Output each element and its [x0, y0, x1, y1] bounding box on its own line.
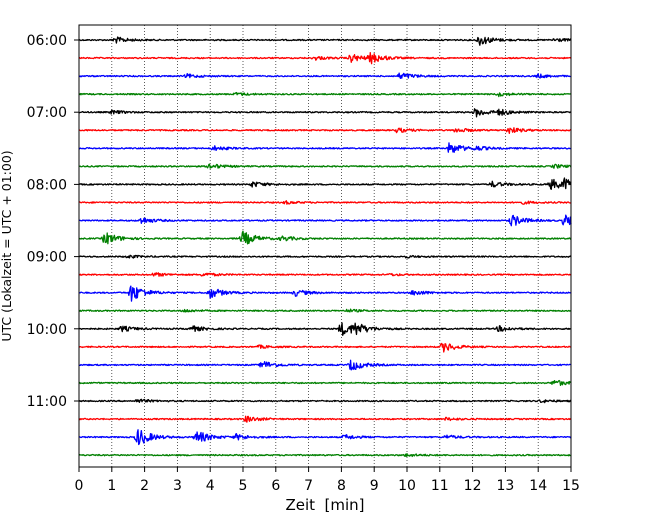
x-tick-label-7: 7	[304, 478, 313, 494]
trace-0645	[78, 91, 572, 98]
x-axis-label: Zeit [min]	[285, 496, 364, 514]
y-tick-label-1: 07:00	[27, 105, 67, 121]
trace-0730	[78, 142, 572, 153]
x-tick-label-11: 11	[431, 478, 449, 494]
x-tick-label-8: 8	[337, 478, 346, 494]
trace-1130	[78, 429, 572, 446]
x-tick-label-6: 6	[271, 478, 280, 494]
y-tick-label-3: 09:00	[27, 250, 67, 266]
trace-0800	[78, 177, 572, 190]
x-axis-ticks: 0 1 2 3 4 5 6 7 8 9 10 11 12 13 14 15	[75, 467, 580, 494]
trace-0600	[78, 36, 572, 46]
x-tick-label-10: 10	[398, 478, 416, 494]
trace-1045	[78, 379, 572, 387]
trace-1145	[78, 452, 572, 458]
trace-1015	[78, 342, 572, 353]
y-axis-label: UTC (Lokalzeit = UTC + 01:00)	[0, 150, 14, 341]
trace-0930	[78, 285, 572, 302]
y-tick-label-5: 11:00	[27, 394, 67, 410]
trace-0715	[78, 127, 572, 134]
y-tick-label-2: 08:00	[27, 177, 67, 193]
trace-1100	[78, 398, 572, 404]
trace-0700	[78, 108, 572, 118]
y-axis-ticks: 06:00 07:00 08:00 09:00 10:00 11:00	[27, 33, 79, 410]
x-tick-label-4: 4	[206, 478, 215, 494]
trace-1115	[78, 415, 572, 423]
x-tick-label-9: 9	[370, 478, 379, 494]
y-tick-label-4: 10:00	[27, 322, 67, 338]
x-tick-label-5: 5	[239, 478, 248, 494]
trace-0915	[78, 272, 572, 277]
x-tick-label-14: 14	[529, 478, 547, 494]
plot-frame	[78, 24, 572, 468]
trace-0945	[78, 308, 572, 313]
x-tick-label-15: 15	[562, 478, 580, 494]
trace-0630	[78, 72, 572, 80]
trace-1000	[78, 322, 572, 336]
x-tick-label-2: 2	[140, 478, 149, 494]
y-tick-label-0: 06:00	[27, 33, 67, 49]
x-tick-label-13: 13	[496, 478, 514, 494]
trace-0745	[78, 163, 572, 169]
x-tick-label-12: 12	[464, 478, 482, 494]
trace-0845	[78, 230, 572, 245]
x-tick-label-3: 3	[173, 478, 182, 494]
trace-0900	[78, 254, 572, 259]
seismic-traces	[78, 36, 572, 458]
x-tick-label-1: 1	[107, 478, 116, 494]
trace-0615	[78, 51, 572, 65]
trace-0815	[78, 200, 572, 205]
x-tick-label-0: 0	[75, 478, 84, 494]
trace-0830	[78, 214, 572, 227]
trace-1030	[78, 359, 572, 371]
